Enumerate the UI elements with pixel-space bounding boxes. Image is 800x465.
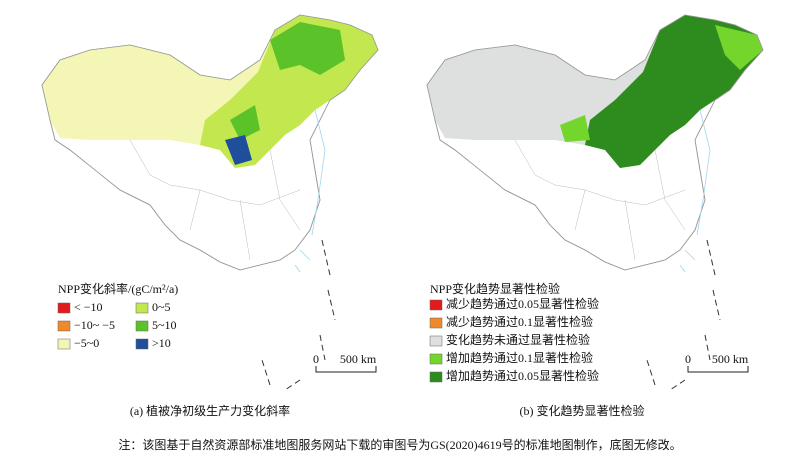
legend-swatch — [57, 320, 71, 332]
legend-swatch — [429, 317, 443, 329]
legend-label: < −10 — [74, 300, 103, 314]
legend-swatch — [57, 302, 71, 314]
legend-swatch — [429, 299, 443, 311]
legend-label: >10 — [152, 336, 171, 350]
caption: (a) 植被净初级生产力变化斜率 — [130, 403, 290, 418]
legend-label: −10~ −5 — [74, 318, 115, 332]
scale-zero: 0 — [313, 352, 319, 366]
legend-label: 减少趋势通过0.1显著性检验 — [446, 314, 593, 329]
map-a — [41, 14, 379, 391]
legend-label: 减少趋势通过0.05显著性检验 — [446, 296, 599, 311]
legend-label: 变化趋势未通过显著性检验 — [446, 332, 590, 347]
scale-bar — [687, 366, 749, 373]
scale-zero: 0 — [685, 352, 691, 366]
legend-label: 增加趋势通过0.05显著性检验 — [446, 368, 599, 383]
scale-label: 500 km — [340, 352, 377, 366]
legend-label: 5~10 — [152, 318, 177, 332]
legend-swatch — [135, 338, 149, 350]
note: 注：该图基于自然资源部标准地图服务网站下载的审图号为GS(2020)4619号的… — [118, 437, 681, 452]
legend-title: NPP变化斜率/(gC/m²/a) — [58, 281, 178, 296]
legend-swatch — [429, 353, 443, 365]
legend-label: 增加趋势通过0.1显著性检验 — [446, 350, 593, 365]
legend-title: NPP变化趋势显著性检验 — [430, 281, 560, 296]
caption: (b) 变化趋势显著性检验 — [520, 403, 645, 418]
legend-label: −5~0 — [74, 336, 99, 350]
scale-label: 500 km — [712, 352, 749, 366]
legend-swatch — [429, 335, 443, 347]
legend-swatch — [57, 338, 71, 350]
legend-swatch — [429, 371, 443, 383]
legend-label: 0~5 — [152, 300, 171, 314]
scale-bar — [315, 366, 377, 373]
legend-swatch — [135, 320, 149, 332]
legend-swatch — [135, 302, 149, 314]
map-b — [426, 14, 764, 391]
